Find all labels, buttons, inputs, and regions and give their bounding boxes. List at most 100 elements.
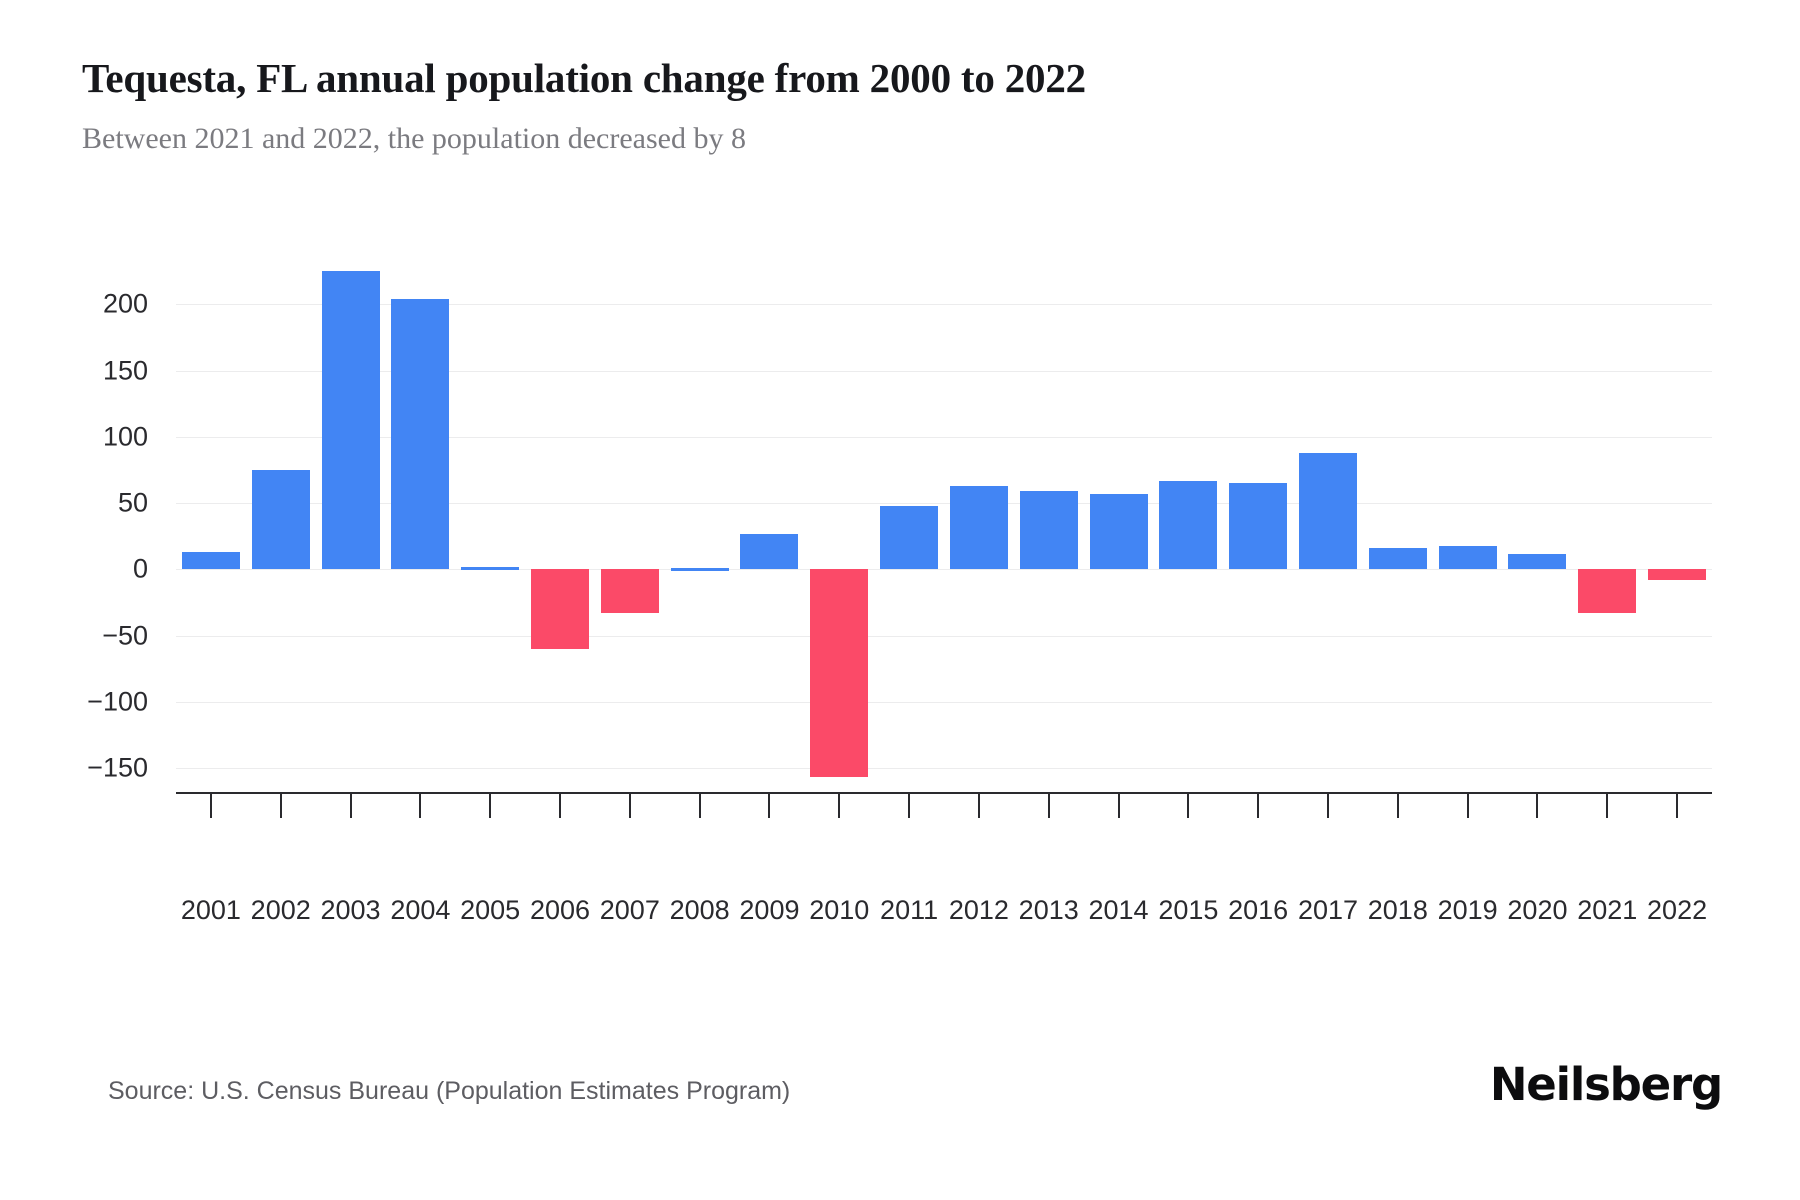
bar-slot — [735, 262, 805, 792]
x-axis-tick-label: 2002 — [250, 895, 311, 925]
bar-2005[interactable] — [461, 566, 520, 570]
gridline — [176, 304, 1712, 306]
x-axis-tick-label: 2001 — [180, 895, 241, 925]
x-axis-tick-label: 2013 — [1018, 895, 1079, 925]
bar-slot — [455, 262, 525, 792]
x-axis-tick — [559, 792, 561, 818]
x-axis-tick — [1327, 792, 1329, 818]
bar-slot — [176, 262, 246, 792]
bar-slot — [1084, 262, 1154, 792]
bar-2004[interactable] — [391, 299, 450, 570]
bar-2016[interactable] — [1229, 483, 1288, 570]
bar-slot — [804, 262, 874, 792]
bar-slot — [1223, 262, 1293, 792]
x-axis-tick-label: 2019 — [1437, 895, 1498, 925]
x-axis-tick — [489, 792, 492, 818]
bar-slot — [316, 262, 386, 792]
bar-slot — [665, 262, 735, 792]
bar-slot — [1293, 262, 1363, 792]
x-axis-tick — [1606, 792, 1609, 818]
x-axis-tick-label: 2003 — [320, 895, 381, 925]
x-axis-tick-label: 2021 — [1577, 895, 1638, 925]
plot-canvas — [176, 262, 1712, 792]
x-axis-tick — [977, 792, 980, 818]
y-axis-tick-label: 0 — [132, 553, 148, 584]
x-axis-tick-label: 2009 — [739, 895, 800, 925]
bar-slot — [525, 262, 595, 792]
bar-2002[interactable] — [251, 470, 310, 570]
bar-slot — [874, 262, 944, 792]
bar-2007[interactable] — [600, 569, 659, 614]
bar-slot — [1503, 262, 1573, 792]
bar-slot — [385, 262, 455, 792]
x-axis-tick — [1536, 792, 1539, 818]
bar-slot — [1363, 262, 1433, 792]
bar-2001[interactable] — [181, 552, 240, 570]
bar-2013[interactable] — [1019, 491, 1078, 570]
y-axis-tick-label: −50 — [102, 620, 148, 651]
x-axis-tick-label: 2010 — [809, 895, 870, 925]
x-axis-tick — [1396, 792, 1399, 818]
x-axis-tick — [1676, 792, 1679, 818]
bar-2011[interactable] — [880, 505, 939, 570]
chart-header: Tequesta, FL annual population change fr… — [82, 52, 1722, 160]
y-axis-tick-label: 200 — [102, 288, 148, 319]
bar-2006[interactable] — [530, 569, 589, 649]
bar-slot — [1572, 262, 1642, 792]
page-title: Tequesta, FL annual population change fr… — [82, 55, 1086, 101]
x-axis-tick-label: 2004 — [390, 895, 451, 925]
bars-group — [176, 262, 1712, 792]
bar-2008[interactable] — [670, 568, 729, 572]
x-axis-tick — [1466, 792, 1469, 818]
bar-2015[interactable] — [1159, 480, 1218, 570]
y-axis-tick-label: 100 — [102, 421, 148, 452]
y-axis-tick-label: −150 — [87, 752, 148, 783]
gridline — [176, 503, 1712, 505]
y-axis-tick-label: 150 — [102, 355, 148, 386]
x-axis-tick — [768, 792, 771, 818]
bar-2010[interactable] — [810, 569, 869, 778]
bar-2003[interactable] — [321, 271, 380, 570]
source-note: Source: U.S. Census Bureau (Population E… — [108, 1077, 791, 1105]
x-axis-tick — [908, 792, 911, 818]
bar-2014[interactable] — [1089, 493, 1148, 570]
x-axis-tick — [279, 792, 282, 818]
x-axis-tick-label: 2011 — [880, 895, 939, 925]
gridline — [176, 701, 1712, 703]
bar-2018[interactable] — [1368, 548, 1427, 570]
bar-2017[interactable] — [1298, 452, 1357, 570]
x-axis-tick-label: 2007 — [599, 895, 660, 925]
bar-2020[interactable] — [1508, 553, 1567, 570]
x-axis-tick-label: 2006 — [529, 895, 591, 925]
bar-slot — [1433, 262, 1503, 792]
bar-2019[interactable] — [1438, 545, 1497, 570]
x-axis-tick-label: 2005 — [460, 895, 521, 925]
x-axis-tick-label: 2022 — [1647, 895, 1708, 925]
x-axis-tick-label: 2018 — [1367, 895, 1428, 925]
x-axis-tick — [698, 792, 701, 818]
bar-slot — [1014, 262, 1084, 792]
x-axis-tick-label: 2015 — [1158, 895, 1219, 925]
bar-2021[interactable] — [1578, 569, 1637, 614]
x-axis-tick — [1117, 792, 1120, 818]
x-axis-tick — [1047, 792, 1050, 818]
x-axis-tick-label: 2014 — [1088, 895, 1149, 925]
bar-2009[interactable] — [740, 533, 799, 570]
x-axis-tick-label: 2016 — [1228, 895, 1289, 925]
bar-slot — [595, 262, 665, 792]
x-axis-tick — [628, 792, 631, 818]
x-axis-tick-label: 2020 — [1507, 895, 1568, 925]
y-axis-tick-label: 50 — [117, 487, 148, 518]
x-axis-tick — [1187, 792, 1190, 818]
bar-2022[interactable] — [1648, 569, 1707, 580]
brand-logo: Neilsberg — [1489, 1058, 1723, 1111]
bar-2012[interactable] — [949, 485, 1008, 570]
x-axis-tick-label: 2008 — [669, 895, 730, 925]
gridline — [176, 635, 1712, 637]
x-axis-tick — [209, 792, 212, 818]
chart-subtitle: Between 2021 and 2022, the population de… — [82, 122, 746, 155]
x-axis-tick — [1257, 792, 1260, 818]
gridline — [176, 370, 1712, 372]
